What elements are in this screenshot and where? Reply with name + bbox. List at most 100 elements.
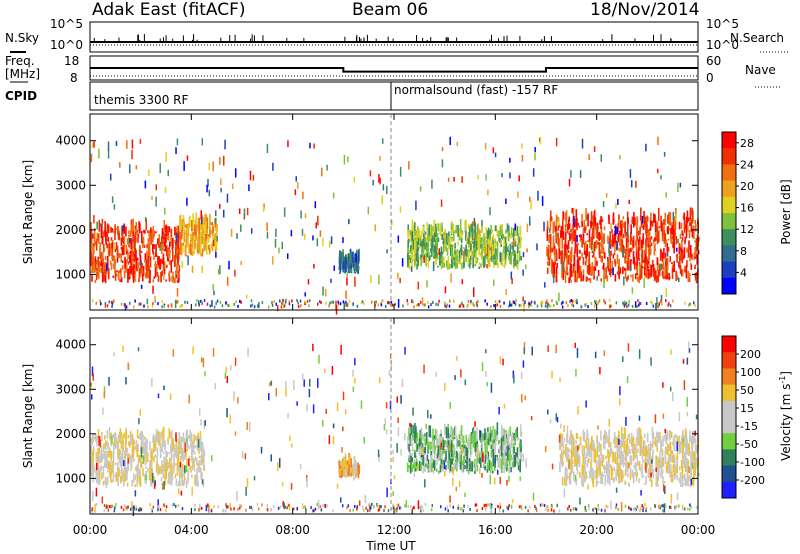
data-cell [561,249,563,263]
data-cell [570,449,573,457]
data-cell [455,467,457,470]
scatter-cell [197,439,200,448]
data-cell [661,227,664,238]
data-cell [407,245,409,252]
ytick-label: 3000 [55,178,86,192]
scatter-cell [477,449,480,457]
data-cell [99,242,101,255]
data-cell [665,428,667,442]
data-cell [581,469,583,475]
data-cell [149,451,152,459]
data-cell [409,465,412,472]
data-cell [458,434,461,440]
data-cell [500,424,503,438]
scatter-cell [477,174,479,180]
data-cell [97,234,100,241]
ground-cell [446,303,448,307]
scatter-cell [270,380,273,386]
data-cell [696,446,698,454]
scatter-cell [129,164,131,174]
data-cell [660,470,662,479]
data-cell [203,220,205,225]
data-cell [437,438,439,446]
scatter-cell [485,174,487,181]
data-cell [112,433,115,438]
data-cell [95,433,97,442]
ground-cell [332,300,334,304]
data-cell [90,242,93,252]
scatter-cell [131,139,134,149]
scatter-cell [353,471,355,481]
data-cell [613,453,616,461]
scatter-cell [321,419,324,427]
scatter-cell [582,233,585,239]
data-cell [126,447,129,453]
data-cell [472,443,475,448]
data-cell [484,428,486,440]
ground-cell [638,301,641,305]
scatter-cell [447,177,450,182]
data-cell [673,435,675,438]
data-cell [153,276,156,279]
ground-cell [444,301,446,305]
data-cell [435,237,438,251]
data-cell [119,269,122,274]
scatter-cell [672,211,675,221]
ground-cell [499,304,502,308]
data-cell [454,230,456,234]
scatter-cell [520,372,523,380]
data-cell [409,433,412,447]
data-cell [586,475,588,479]
data-cell [421,240,423,252]
data-cell [588,458,590,463]
data-cell [611,260,614,273]
data-cell [459,461,462,470]
colorbar-segment [722,229,736,246]
data-cell [582,228,585,237]
scatter-cell [229,502,232,509]
data-cell [416,238,419,252]
scatter-cell [662,382,664,388]
data-cell [546,261,549,266]
data-cell [176,263,178,266]
data-cell [440,454,443,464]
data-cell [128,276,130,280]
data-cell [500,437,503,449]
data-cell [120,440,122,444]
scatter-cell [377,449,380,458]
ground-cell [665,299,667,303]
scatter-cell [345,290,347,299]
data-cell [192,236,195,245]
data-cell [183,239,186,243]
scatter-cell [587,484,589,490]
data-cell [144,275,147,278]
data-cell [91,255,93,266]
data-cell [148,230,151,241]
data-cell [666,430,669,441]
data-cell [155,263,158,275]
scatter-cell [396,396,398,403]
data-cell [116,245,119,256]
ground-cell [528,505,531,509]
data-cell [174,447,176,458]
scatter-cell [517,191,519,198]
data-cell [176,225,179,231]
data-cell [491,243,494,257]
scatter-cell [186,438,188,443]
data-cell [423,254,426,257]
scatter-cell [246,478,249,488]
scatter-cell [226,407,228,418]
scatter-cell [283,502,285,510]
ground-cell [345,300,347,304]
data-cell [578,225,581,228]
data-cell [467,238,470,245]
ground-cell [180,304,183,308]
ground-cell [458,304,461,308]
data-cell [175,266,178,275]
ground-cell [215,301,217,305]
data-cell [454,461,457,465]
data-cell [660,443,663,451]
data-cell [563,449,565,455]
data-cell [414,455,417,458]
ground-cell [523,303,525,307]
